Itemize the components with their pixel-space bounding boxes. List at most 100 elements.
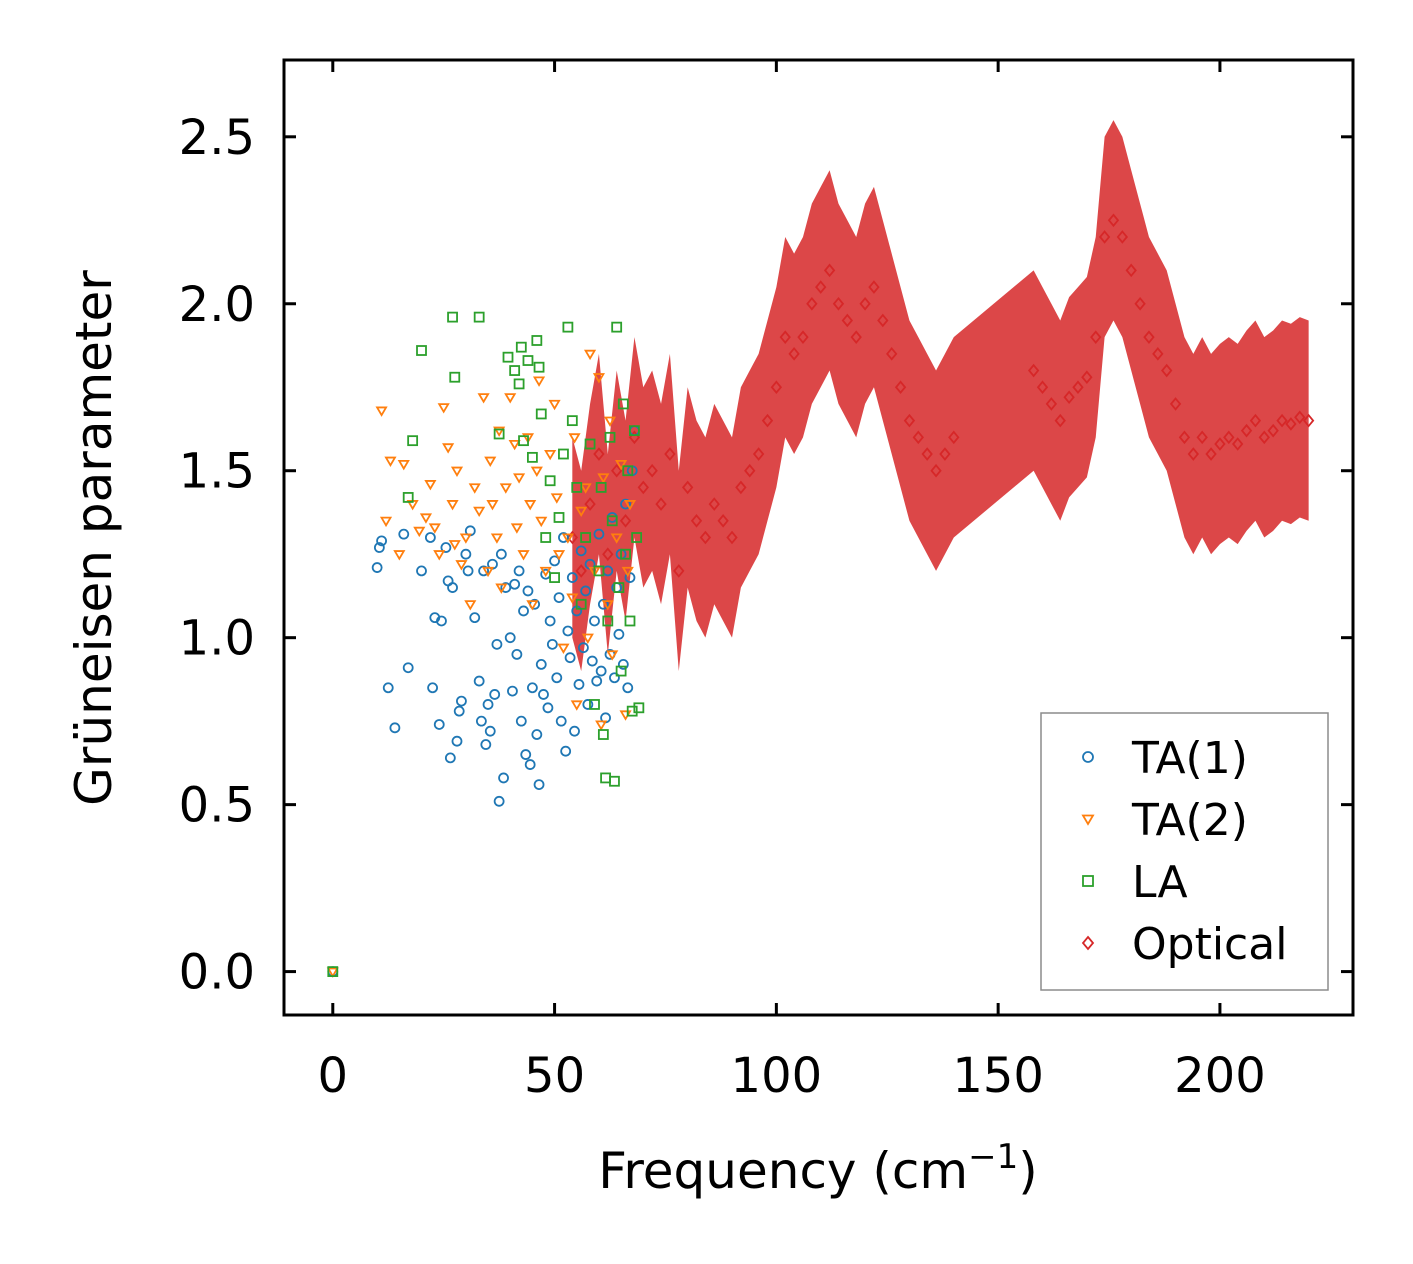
ta-1-point: [376, 535, 387, 547]
la-point: [584, 438, 596, 450]
ta-2-point: [521, 433, 535, 444]
la-point: [566, 415, 578, 427]
ta-1-point: [566, 572, 578, 583]
ta-1-point: [546, 638, 558, 650]
la-point: [593, 565, 605, 577]
optical-point: [850, 330, 862, 344]
la-point: [609, 775, 620, 787]
legend-marker-ta-2: [1081, 814, 1095, 826]
optical-point: [611, 463, 623, 478]
ta-2-point: [459, 533, 472, 544]
ta-1-point: [389, 722, 401, 734]
ta-2-point: [433, 550, 446, 561]
series-optical: [566, 120, 1315, 672]
ta-1-point: [469, 612, 481, 624]
la-point: [613, 582, 625, 593]
optical-band: [572, 120, 1309, 672]
optical-point: [646, 463, 658, 478]
la-point: [611, 321, 623, 333]
optical-point: [735, 480, 747, 495]
ta-1-point: [535, 658, 547, 670]
ta-1-point: [518, 605, 529, 617]
la-point: [597, 729, 609, 740]
la-point: [515, 341, 527, 353]
ta-2-point: [481, 566, 495, 578]
ta-2-point: [526, 600, 539, 611]
ta-1-point: [560, 745, 572, 757]
la-point: [604, 431, 616, 443]
ta-1-point: [555, 715, 567, 727]
la-point: [526, 451, 538, 463]
la-point: [633, 702, 645, 714]
optical-point: [708, 497, 720, 511]
la-point: [513, 378, 525, 390]
la-point: [562, 321, 574, 333]
la-point: [602, 615, 614, 627]
ta-1-point: [575, 545, 587, 557]
ta-1-point: [371, 562, 383, 573]
optical-point: [744, 463, 756, 478]
optical-point: [726, 530, 738, 545]
optical-point: [1081, 370, 1093, 385]
ta-2-point: [597, 473, 610, 484]
optical-point: [1258, 430, 1270, 445]
ta-2-point: [437, 403, 450, 414]
optical-point: [1116, 230, 1129, 244]
ta-1-point: [564, 652, 576, 664]
la-point: [620, 548, 631, 560]
optical-point: [886, 347, 898, 361]
optical-point: [1196, 430, 1208, 445]
la-point: [589, 699, 600, 710]
ta-1-point: [498, 772, 509, 784]
optical-point: [1178, 430, 1191, 445]
ta-2-point: [446, 500, 459, 511]
ta-1-point: [582, 699, 594, 710]
la-point: [518, 435, 529, 447]
ta-2-point: [428, 523, 441, 534]
optical-point: [1294, 410, 1306, 425]
ta-2-point: [561, 533, 574, 544]
optical-point: [859, 296, 871, 311]
optical-point: [815, 280, 827, 294]
optical-point: [1285, 417, 1297, 431]
x-tick-label: 200: [1174, 1048, 1266, 1104]
optical-point: [1223, 430, 1235, 445]
x-tick-label: 0: [318, 1048, 349, 1104]
optical-point: [761, 413, 774, 428]
ta-1-point: [495, 548, 507, 560]
ta-1-point: [544, 615, 556, 627]
optical-point: [823, 263, 836, 278]
ta-1-point: [424, 532, 436, 543]
ta-1-point: [447, 582, 458, 593]
ta-1-point: [433, 719, 445, 730]
optical-point: [637, 480, 649, 495]
la-point: [606, 515, 618, 527]
optical-point: [1054, 413, 1066, 428]
ta-2-point: [535, 516, 548, 528]
ta-1-point: [609, 672, 620, 684]
optical-point: [1232, 437, 1244, 451]
ta-1-point: [475, 715, 487, 727]
ta-1-point: [551, 672, 563, 684]
ta-2-point: [592, 373, 606, 384]
ta-1-point: [542, 702, 554, 714]
la-point: [631, 532, 643, 543]
la-point: [502, 351, 514, 363]
ta-2-point: [583, 349, 597, 361]
la-point: [617, 398, 629, 410]
y-axis-label: Grüneisen parameter: [65, 270, 123, 806]
optical-point: [699, 530, 712, 545]
ta-1-point: [489, 689, 501, 700]
optical-point: [1063, 390, 1075, 405]
la-point: [600, 772, 611, 784]
optical-point: [779, 330, 791, 344]
x-tick-label: 100: [731, 1048, 823, 1104]
optical-point: [948, 430, 960, 445]
ta-1-point: [382, 682, 394, 694]
legend-marker-ta-1: [1082, 751, 1094, 763]
la-point: [540, 532, 552, 543]
ta-2-point: [393, 550, 406, 561]
ta-1-point: [451, 735, 463, 747]
ta-2-point: [532, 376, 546, 387]
